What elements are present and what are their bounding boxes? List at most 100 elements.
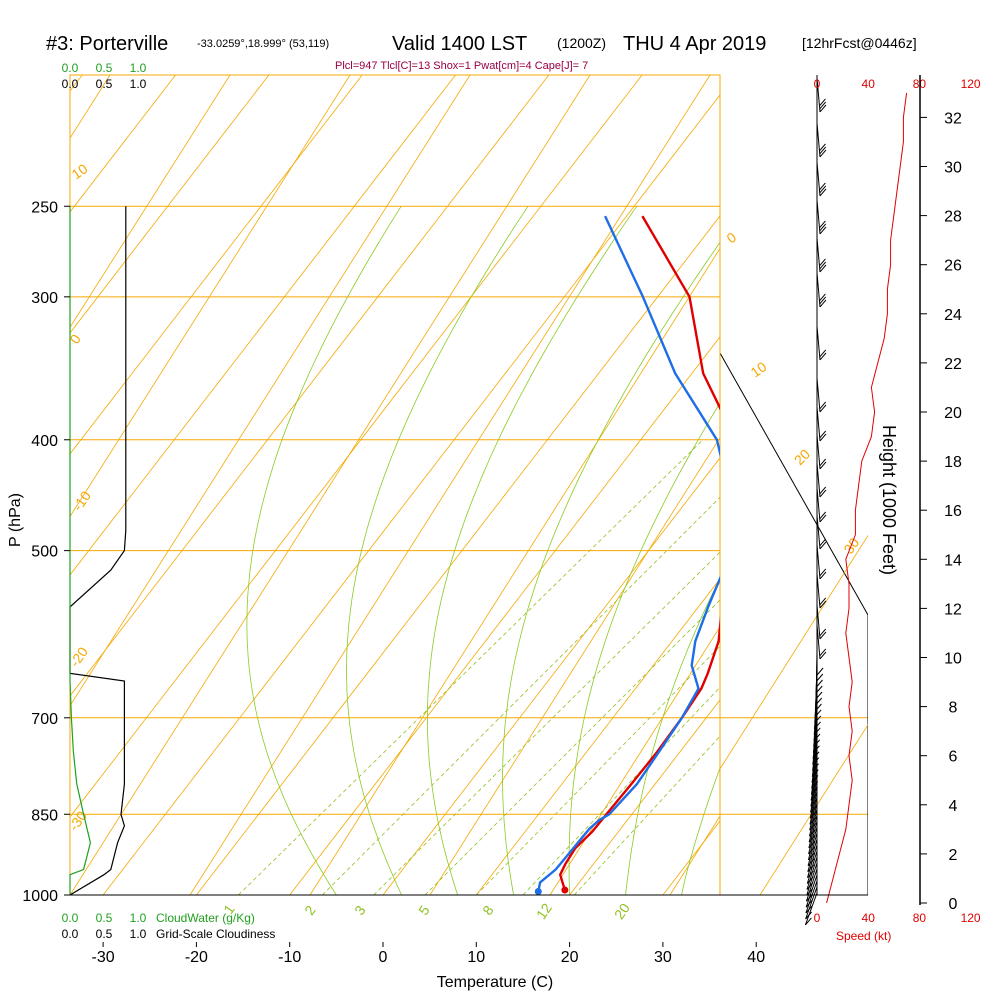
wind-barb-feather [819,514,827,523]
valid-date: THU 4 Apr 2019 [623,33,766,55]
mixing-ratio-value-label: 2 [301,902,319,918]
wind-barb-feather [808,834,816,843]
wind-barb-feather [809,816,817,825]
cloudiness-scale-top: 0.0 [62,77,79,91]
pressure-tick-label: 1000 [22,888,58,905]
wind-barb-feather [819,461,827,470]
wind-barb-feather [811,787,818,795]
height-tick-label: 32 [944,110,962,127]
wind-barb-feather [812,751,820,760]
isotherm-line [70,75,643,818]
cloudiness-scale-top: 0.5 [96,77,113,91]
wind-barb-feather [819,631,827,640]
wind-barb-feather [819,296,827,305]
isotherm-value-label: -30 [65,808,90,834]
mixing-ratio-value-label: 12 [533,900,555,922]
wind-barb-feather [805,905,813,914]
dry-adiabat-line [429,436,720,895]
wind-barb-feather [810,793,818,801]
cloudwater-scale-top: 0.0 [62,61,79,75]
speed-tick-bottom: 80 [913,911,927,925]
wind-barb-feather [819,261,827,270]
wind-barb-feather [805,911,812,920]
wind-barb-feather [819,541,827,550]
wind-barb-feather [814,715,822,724]
dry-adiabat-line [70,75,591,895]
adiabat-extension [759,723,868,895]
mixing-ratio-grid [238,439,720,895]
wind-barb-staff [810,778,818,813]
station-title: #3: Porterville [46,33,168,55]
cloudiness-label: Grid-Scale Cloudiness [156,927,275,941]
wind-barb-feather [819,146,827,155]
wind-barb-feather [819,101,827,110]
surface-dewpoint-marker [534,888,542,895]
wind-speed-trace [826,92,908,904]
wind-barb-staff [811,742,818,777]
wind-barb-feather [819,220,826,229]
wind-barb-feather [819,511,827,520]
temperature-tick-label: 30 [654,949,672,966]
wind-barb-feather [819,600,827,609]
wind-barb-feather [819,352,827,361]
wind-barb-feather [819,401,827,410]
wind-barb-feather [816,667,824,676]
wind-speed-profile: 0040408080120120 [814,77,981,925]
wind-barb-feather [819,489,827,498]
wind-barb-feather [819,293,826,302]
wind-barb-feather [808,846,815,855]
wind-barb-staff [809,784,818,819]
wind-barb-feather [819,349,827,358]
wind-barb-feather [819,299,827,308]
moist-adiabat-line [681,766,720,895]
isotherm-value-label: 10 [748,358,770,380]
wind-barb-feather [808,852,815,861]
wind-barb-feather [819,264,827,273]
pressure-tick-label: 300 [31,290,58,307]
cloudiness-scale-bottom: 1.0 [130,927,147,941]
pressure-tick-label: 250 [31,199,58,216]
wind-barb-feather [812,757,820,766]
dry-adiabat-line [549,626,720,895]
wind-barb-feather [819,188,827,197]
height-tick-label: 22 [944,356,962,373]
wind-barb-feather [819,185,827,194]
wind-barb-feather [808,840,816,849]
height-tick-label: 26 [944,258,962,275]
speed-tick-bottom: 0 [814,911,821,925]
height-tick-label: 12 [944,601,962,618]
cloudwater-label: CloudWater (g/Kg) [156,911,255,925]
moist-adiabat-grid [246,206,720,895]
wind-barb-staff [806,856,818,890]
isotherm-line [196,215,720,895]
speed-tick-top: 40 [862,77,876,91]
isotherm-line [289,336,720,895]
wind-barb-feather [819,430,827,439]
mixing-ratio-line [424,599,720,895]
wind-barb-staff [809,802,818,837]
isotherm-line [70,75,456,576]
isotherm-grid [70,75,720,895]
wind-barb-feather [819,651,827,660]
moist-adiabat-line [502,241,720,895]
temperature-trace [559,215,720,891]
wind-barb-staff [805,886,818,920]
wind-barb-feather [819,182,826,191]
wind-panel-extension [720,352,868,895]
mixing-ratio-line [573,735,720,895]
mixing-ratio-value-label: 8 [479,902,497,918]
wind-barb-staff [812,736,818,771]
wind-barb-staff [805,880,818,914]
pressure-tick-label: 850 [31,807,58,824]
x-axis-title: Temperature (C) [437,974,553,991]
wind-barb-feather [810,805,817,813]
dry-adiabat-line [309,247,720,895]
moist-adiabat-line [625,577,720,895]
isotherm-line [382,457,720,895]
isotherm-line [475,578,720,895]
speed-tick-bottom: 40 [862,911,876,925]
temperature-tick-label: -10 [278,949,301,966]
cloud-panel: 0.0 0.0 0.0 0.0 0.5 0.5 0.5 0.5 1.0 1.0 1.0 1.0 [62,61,147,941]
wind-barb-feather [819,226,827,235]
